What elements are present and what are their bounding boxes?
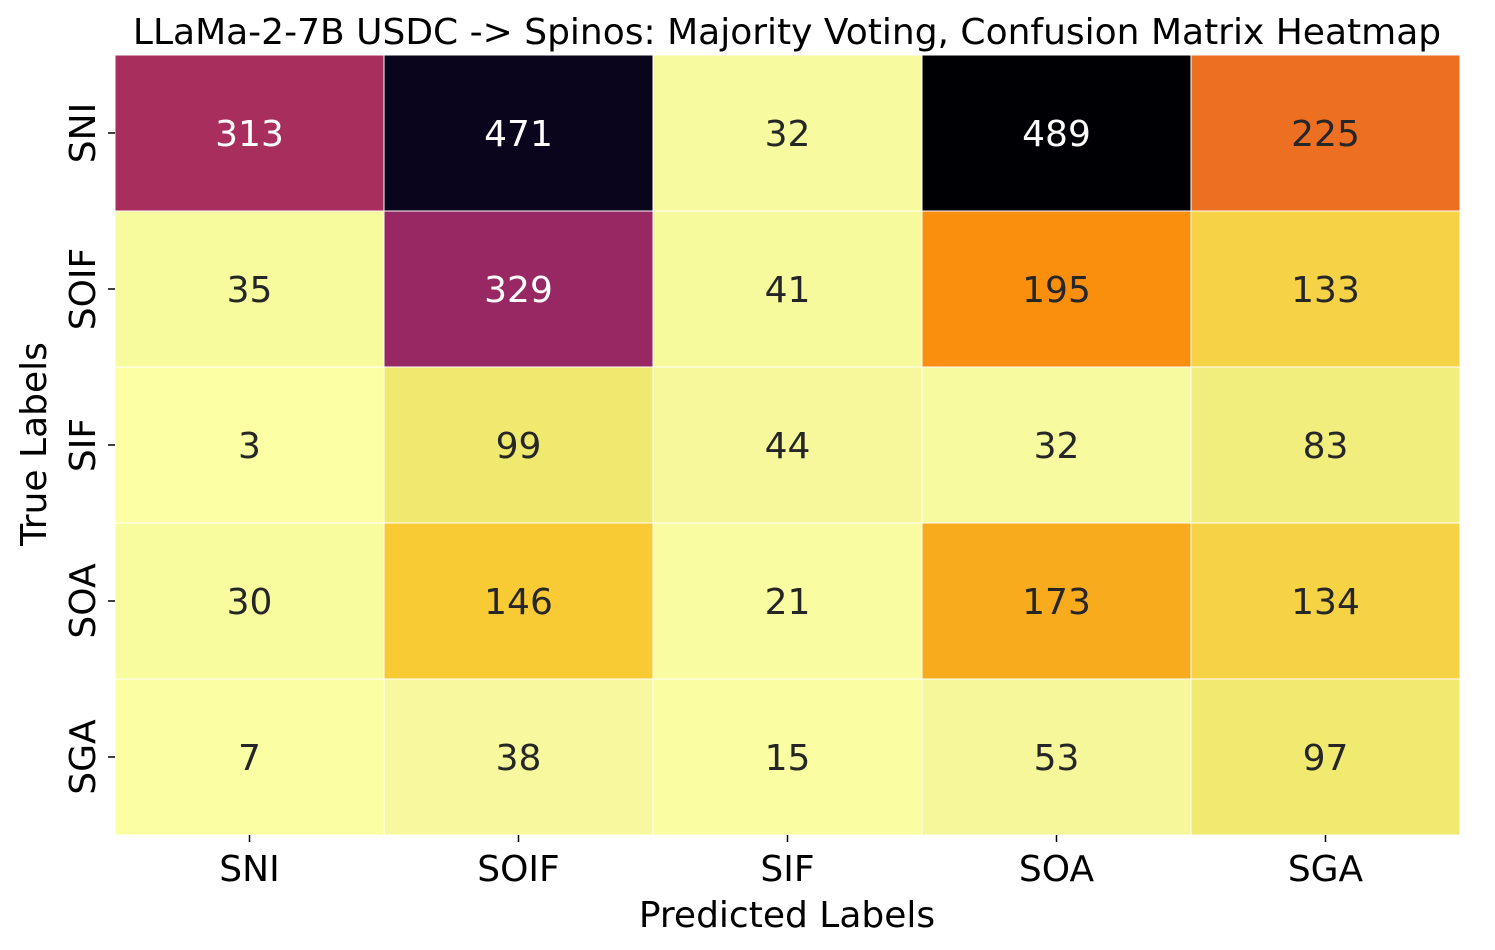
cell-value-label: 44 xyxy=(765,426,811,467)
cell-value-label: 30 xyxy=(227,582,273,623)
cell-value-label: 329 xyxy=(484,270,553,311)
cell-value-label: 133 xyxy=(1291,270,1360,311)
cell-value-label: 99 xyxy=(496,426,542,467)
cell-value-label: 173 xyxy=(1022,582,1091,623)
heatmap-cell xyxy=(652,366,923,524)
cell-value-label: 21 xyxy=(765,582,811,623)
heatmap-cell xyxy=(921,366,1192,524)
heatmap-cell xyxy=(652,210,923,368)
x-tick-label: SOA xyxy=(1019,849,1095,890)
heatmap-cell xyxy=(1190,678,1461,836)
y-axis-label: True Labels xyxy=(14,342,55,547)
cell-value-label: 3 xyxy=(238,426,261,467)
cell-value-label: 15 xyxy=(765,738,811,779)
cell-value-label: 41 xyxy=(765,270,811,311)
cell-value-label: 83 xyxy=(1303,426,1349,467)
axis-ticks: SNI SOIF SIF SOA SGA SNI SOIF SIF SOA SGA xyxy=(63,103,1364,890)
x-tick-label: SGA xyxy=(1288,849,1364,890)
cell-value-label: 7 xyxy=(238,738,261,779)
cell-value-label: 32 xyxy=(765,114,811,155)
cell-value-label: 146 xyxy=(484,582,553,623)
heatmap-cell xyxy=(1190,366,1461,524)
heatmap-cell xyxy=(114,54,385,212)
x-axis-label: Predicted Labels xyxy=(639,895,935,936)
cell-value-label: 35 xyxy=(227,270,273,311)
y-tick-label: SGA xyxy=(63,719,104,795)
y-tick-label: SNI xyxy=(63,103,104,163)
heatmap-cell xyxy=(921,54,1192,212)
chart-title: LLaMa-2-7B USDC -> Spinos: Majority Voti… xyxy=(133,12,1441,53)
heatmap-cells: 313 471 32 489 225 35 329 41 195 133 3 99 44 32 83 30 14… xyxy=(114,54,1461,836)
y-tick-label: SOIF xyxy=(63,248,104,331)
x-tick-label: SOIF xyxy=(477,849,560,890)
y-tick-label: SOA xyxy=(63,563,104,639)
heatmap-cell xyxy=(383,366,654,524)
y-tick-label: SIF xyxy=(63,418,104,472)
heatmap-cell xyxy=(114,210,385,368)
cell-value-label: 32 xyxy=(1034,426,1080,467)
heatmap-cell xyxy=(652,522,923,680)
heatmap-cell xyxy=(383,54,654,212)
cell-value-label: 38 xyxy=(496,738,542,779)
heatmap-cell xyxy=(652,678,923,836)
heatmap-cell xyxy=(114,678,385,836)
cell-value-label: 313 xyxy=(215,114,284,155)
heatmap-cell xyxy=(383,678,654,836)
cell-value-label: 489 xyxy=(1022,114,1091,155)
heatmap-cell xyxy=(921,522,1192,680)
heatmap-cell xyxy=(1190,522,1461,680)
cell-value-label: 53 xyxy=(1034,738,1080,779)
heatmap-cell xyxy=(1190,210,1461,368)
cell-value-label: 97 xyxy=(1303,738,1349,779)
cell-value-label: 225 xyxy=(1291,114,1360,155)
x-tick-label: SNI xyxy=(219,849,279,890)
cell-value-label: 471 xyxy=(484,114,553,155)
cell-value-label: 195 xyxy=(1022,270,1091,311)
heatmap-cell xyxy=(383,522,654,680)
heatmap-cell xyxy=(652,54,923,212)
cell-value-label: 134 xyxy=(1291,582,1360,623)
x-tick-label: SIF xyxy=(760,849,814,890)
heatmap-cell xyxy=(383,210,654,368)
heatmap-cell xyxy=(1190,54,1461,212)
